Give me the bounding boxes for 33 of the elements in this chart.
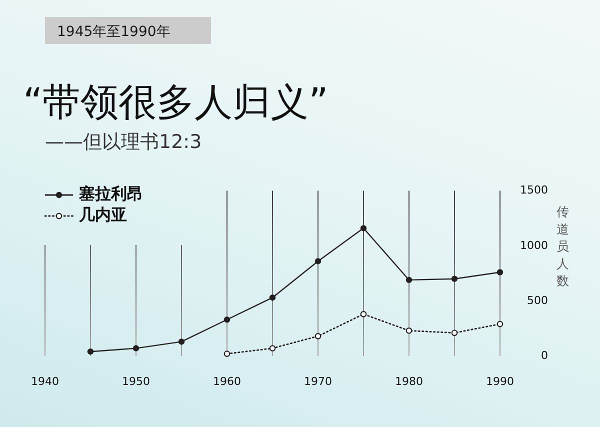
point [224, 316, 230, 323]
x-tick-label: 1960 [213, 375, 241, 388]
y-tick-label: 1000 [520, 238, 548, 252]
legend-label: 几内亚 [78, 205, 127, 224]
point [451, 276, 458, 282]
point [406, 276, 412, 284]
y-axis-title: 传道员人数 [556, 204, 570, 288]
point [132, 345, 140, 352]
x-tick-label: 1990 [486, 375, 514, 388]
point [314, 333, 322, 340]
legend-label: 塞拉利昂 [78, 184, 143, 204]
chart-subtitle: ——但以理书12:3 [45, 131, 202, 153]
point [178, 338, 185, 345]
point [314, 258, 322, 264]
point [269, 294, 276, 301]
chart-title: “带领很多人归义” [23, 80, 328, 124]
text: 1945年至1990年 [57, 24, 170, 40]
x-tick-label: 1970 [304, 375, 332, 388]
x-tick-label: 1980 [395, 375, 423, 388]
point [451, 330, 458, 336]
point [87, 348, 94, 355]
point [360, 310, 367, 318]
point [496, 320, 504, 328]
point [269, 345, 276, 352]
y-tick-label: 500 [527, 294, 548, 307]
point [496, 269, 504, 276]
x-tick-label: 1940 [31, 375, 59, 388]
y-tick-label: 1500 [520, 184, 548, 197]
point [360, 225, 367, 232]
point [224, 350, 230, 357]
point [406, 328, 412, 334]
x-tick-label: 1950 [122, 375, 150, 388]
y-tick-label: 0 [541, 349, 548, 362]
